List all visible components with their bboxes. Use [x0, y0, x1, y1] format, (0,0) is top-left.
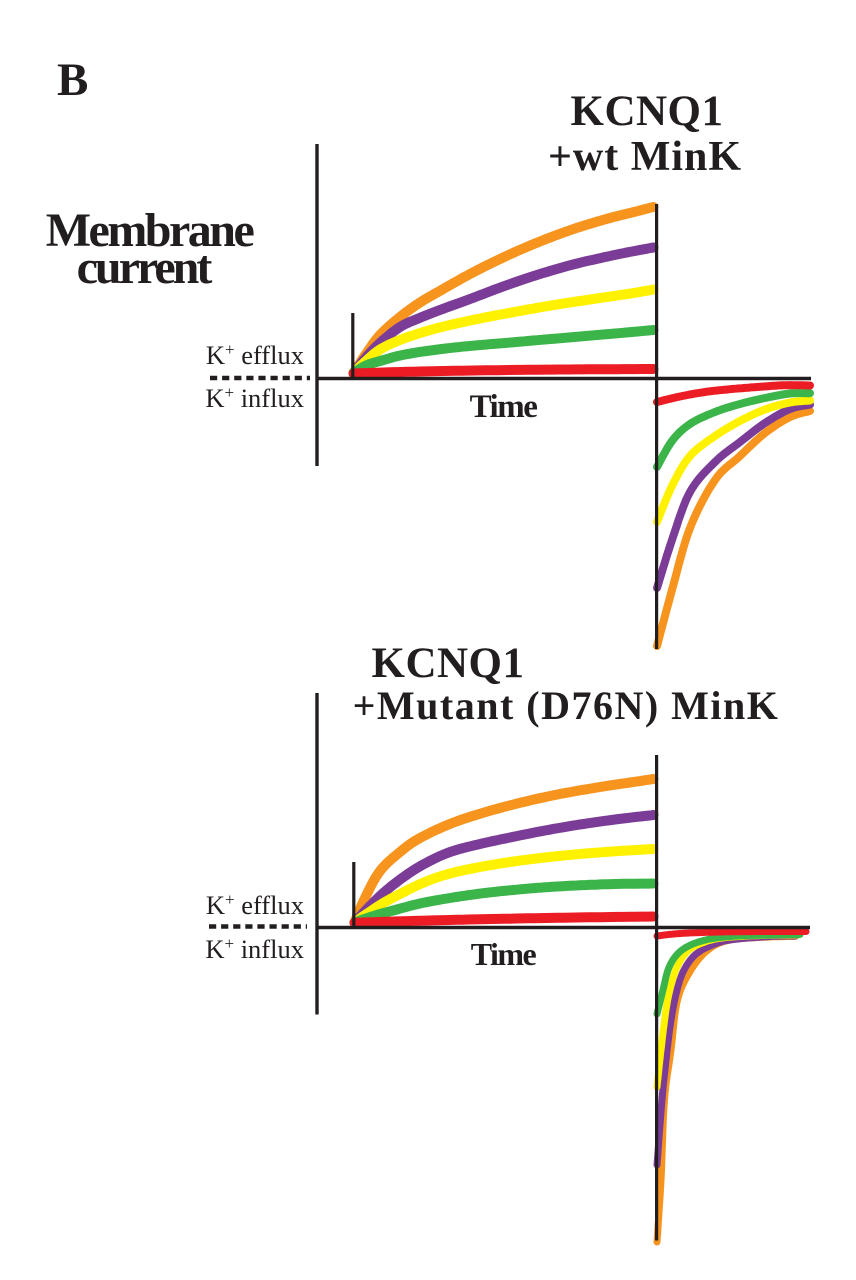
svg-text:Time: Time [471, 936, 537, 972]
svg-text:K+ influx: K+ influx [205, 383, 304, 413]
svg-text:KCNQ1: KCNQ1 [571, 88, 724, 135]
svg-text:current: current [77, 241, 213, 294]
svg-text:K+ efflux: K+ efflux [206, 340, 304, 370]
svg-text:B: B [57, 54, 88, 106]
svg-text:K+ efflux: K+ efflux [206, 890, 304, 920]
svg-text:Time: Time [470, 389, 538, 425]
svg-text:KCNQ1: KCNQ1 [372, 640, 525, 687]
svg-text:+Mutant (D76N) MinK: +Mutant (D76N) MinK [353, 683, 780, 728]
svg-text:K+ influx: K+ influx [205, 934, 304, 964]
svg-text:+wt MinK: +wt MinK [548, 134, 742, 180]
svg-text:Membrane: Membrane [46, 204, 255, 257]
